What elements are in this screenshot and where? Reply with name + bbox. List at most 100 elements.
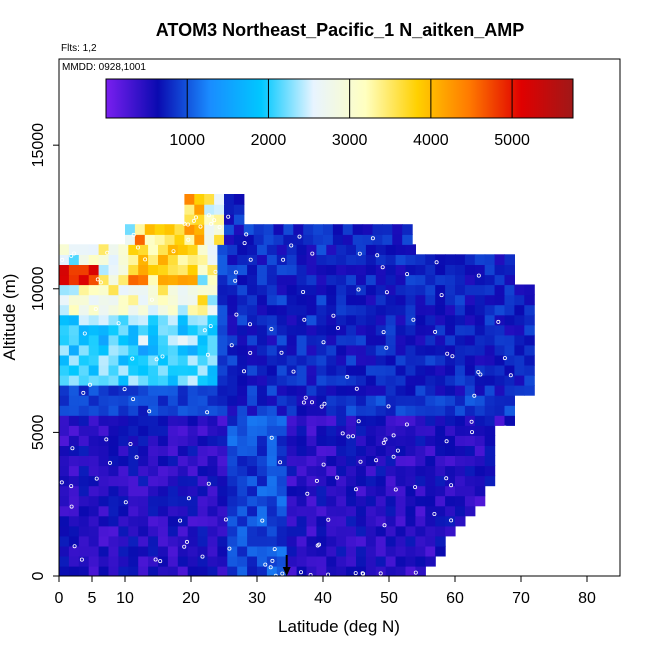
heatmap-cell xyxy=(316,254,327,265)
heatmap-cell xyxy=(316,475,327,487)
heatmap-cell xyxy=(514,374,525,386)
heatmap-cell xyxy=(286,485,298,497)
heatmap-cell xyxy=(187,435,199,446)
heatmap-cell xyxy=(247,264,258,276)
heatmap-cell xyxy=(257,264,268,276)
heatmap-cell xyxy=(158,405,169,416)
heatmap-cell xyxy=(78,395,90,406)
heatmap-cell xyxy=(167,324,179,336)
heatmap-cell xyxy=(125,224,136,235)
heatmap-cell xyxy=(415,475,426,487)
heatmap-cell xyxy=(217,395,228,406)
heatmap-cell xyxy=(474,324,486,336)
heatmap-cell xyxy=(118,244,129,255)
heatmap-cell xyxy=(257,485,268,497)
heatmap-cell xyxy=(415,505,426,517)
profile-point xyxy=(444,439,449,444)
heatmap-cell xyxy=(286,445,298,456)
heatmap-cell xyxy=(392,234,403,245)
heatmap-cell xyxy=(276,334,288,346)
heatmap-cell xyxy=(385,475,397,487)
heatmap-cell xyxy=(247,565,258,576)
heatmap-cell xyxy=(296,254,308,265)
heatmap-cell xyxy=(88,535,100,547)
heatmap-cell xyxy=(323,234,334,245)
heatmap-cell xyxy=(118,405,129,416)
heatmap-cell xyxy=(88,445,100,456)
heatmap-cell xyxy=(217,455,228,467)
heatmap-cell xyxy=(247,364,258,376)
heatmap-cell xyxy=(177,344,189,356)
heatmap-cell xyxy=(247,525,258,537)
profile-point xyxy=(303,395,308,400)
heatmap-cell xyxy=(128,405,139,416)
heatmap-cell xyxy=(134,224,146,235)
heatmap-cell xyxy=(227,385,238,396)
heatmap-cell xyxy=(435,395,446,406)
heatmap-cell xyxy=(88,364,100,376)
heatmap-cell xyxy=(395,364,407,376)
heatmap-cell xyxy=(316,395,327,406)
heatmap-cell xyxy=(365,495,377,507)
heatmap-cell xyxy=(128,274,139,286)
colorbar-tick-label: 1000 xyxy=(169,132,205,149)
heatmap-cell xyxy=(296,405,308,416)
y-tick-label: 5000 xyxy=(30,414,47,450)
profile-point xyxy=(508,373,513,378)
heatmap-cell xyxy=(346,515,357,527)
heatmap-cell xyxy=(247,385,258,396)
heatmap-cell xyxy=(365,294,377,306)
heatmap-cell xyxy=(148,415,159,426)
heatmap-cell xyxy=(167,535,179,547)
heatmap-cell xyxy=(514,314,525,326)
heatmap-cell xyxy=(247,324,258,336)
heatmap-cell xyxy=(435,314,446,326)
heatmap-cell xyxy=(78,284,90,296)
heatmap-cell xyxy=(286,465,298,477)
heatmap-cell xyxy=(257,395,268,406)
heatmap-cell xyxy=(214,234,225,245)
heatmap-cell xyxy=(257,254,268,265)
heatmap-cell xyxy=(177,505,189,517)
heatmap-cell xyxy=(336,294,347,306)
heatmap-cell xyxy=(207,395,218,406)
heatmap-cell xyxy=(148,374,159,386)
heatmap-cell xyxy=(227,455,238,467)
heatmap-cell xyxy=(395,565,407,576)
heatmap-cell xyxy=(158,264,169,276)
colorbar-tick-label: 3000 xyxy=(332,132,368,149)
heatmap-cell xyxy=(474,475,486,487)
profile-point xyxy=(383,437,388,442)
profile-point xyxy=(381,330,386,335)
profile-point xyxy=(298,570,303,575)
heatmap-cell xyxy=(365,485,377,497)
x-tick-label: 5 xyxy=(88,590,97,607)
heatmap-cell xyxy=(59,274,70,286)
heatmap-cell xyxy=(266,405,278,416)
heatmap-cell xyxy=(276,244,288,255)
heatmap-cell xyxy=(128,465,139,477)
heatmap-cell xyxy=(415,395,426,406)
heatmap-cell xyxy=(425,324,436,336)
heatmap-cell xyxy=(118,525,129,537)
heatmap-cell xyxy=(385,415,397,426)
heatmap-cell xyxy=(306,475,317,487)
heatmap-cell xyxy=(98,515,110,527)
heatmap-cell xyxy=(88,525,100,537)
heatmap-cell xyxy=(464,354,476,366)
heatmap-cell xyxy=(336,354,347,366)
profile-point xyxy=(104,437,109,442)
heatmap-cell xyxy=(197,395,209,406)
heatmap-cell xyxy=(266,324,278,336)
heatmap-cell xyxy=(257,314,268,326)
heatmap-cell xyxy=(167,475,179,487)
heatmap-cell xyxy=(257,555,268,567)
heatmap-cell xyxy=(365,415,377,426)
heatmap-cell xyxy=(207,545,218,557)
heatmap-cell xyxy=(445,435,456,446)
heatmap-cell xyxy=(326,445,337,456)
profile-point xyxy=(191,218,196,223)
heatmap-cell xyxy=(336,415,347,426)
heatmap-cell xyxy=(435,495,446,507)
heatmap-cell xyxy=(266,354,278,366)
